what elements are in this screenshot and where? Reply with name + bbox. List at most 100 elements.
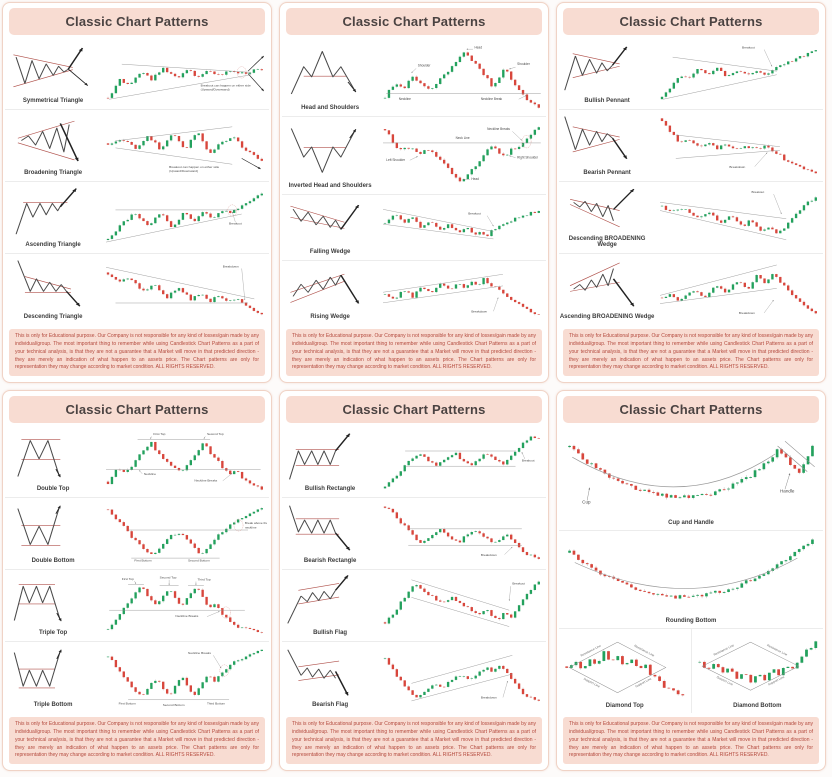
pattern-row: Bearish Rectangle Breakdown <box>282 497 546 569</box>
diamond-edge-label: Support Line <box>715 675 733 686</box>
pattern-row: Symmetrical Triangle Breakout can happen … <box>5 38 269 109</box>
pattern-sketch-cell: Descending Triangle <box>5 254 101 325</box>
chart-annotation: Breakdown <box>730 165 746 169</box>
pattern-sketch <box>290 127 357 173</box>
pattern-candle-chart <box>568 538 814 600</box>
chart-annotation: Shoulder <box>418 63 432 67</box>
pattern-sketch-cell: Bearish Rectangle <box>282 498 378 569</box>
panel-classic-chart-patterns: Classic Chart Patterns Double Top First To… <box>2 390 272 771</box>
pattern-sketch <box>17 505 61 547</box>
panel-classic-chart-patterns: Classic Chart Patterns Bullish Pennant Bre… <box>556 2 826 383</box>
pattern-sketch-cell: Bullish Flag <box>282 570 378 641</box>
pattern-chart-cell: Breakout can happen on either side (Upwar… <box>101 110 269 181</box>
pattern-row: Bullish Pennant Breakout <box>559 38 823 109</box>
pattern-candle-chart: Cup Handle <box>568 440 815 505</box>
pattern-chart-cell: Breakdown <box>378 498 546 569</box>
pattern-candle-chart: Breakdown <box>106 265 264 316</box>
chart-annotation: Breakout <box>522 459 535 463</box>
chart-annotation: Breakout can happen on either side <box>169 165 219 169</box>
pattern-sketch-cell: Inverted Head and Shoulders <box>282 117 378 195</box>
chart-annotation: Right Shoulder <box>517 155 539 159</box>
pattern-row: Head and Shoulders Shoulder Head Shoulder Ne… <box>282 38 546 116</box>
pattern-name: Symmetrical Triangle <box>22 98 84 105</box>
panel-classic-chart-patterns: Classic Chart Patterns Bullish Rectangle B… <box>279 390 549 771</box>
pattern-candle-chart: First Top Second Top Third Top Neckline Bre… <box>107 576 264 634</box>
pattern-chart-cell: Breakout <box>378 195 546 260</box>
chart-annotation: (Upward/Downward) <box>201 88 230 92</box>
pattern-sketch-cell: Head and Shoulders <box>282 38 378 116</box>
pattern-sketch-cell: Bearish Flag <box>282 642 378 713</box>
pattern-cell-diamond-bottom: Resistance Line Resistance Line Support Li… <box>690 628 824 714</box>
pattern-row: Double Bottom Break above the neckline Firs… <box>5 497 269 569</box>
panel-title: Classic Chart Patterns <box>286 396 542 423</box>
pattern-candle-chart: Shoulder Head Shoulder Neckline Neckline Bre… <box>384 45 541 109</box>
pattern-name: Diamond Top <box>605 703 644 710</box>
pattern-sketch-cell: Bullish Pennant <box>559 38 655 109</box>
diamond-edge-label: Support Line <box>767 675 785 686</box>
pattern-candle-chart: Resistance Line Resistance Line Support Li… <box>697 640 817 691</box>
pattern-row: Triple Top First Top Second Top Third Top Ne… <box>5 569 269 641</box>
pattern-row: Double Top First Top Second Top Neckline Nec… <box>5 426 269 497</box>
chart-annotation: Breakout <box>742 45 755 49</box>
pattern-row: Descending BROADENING Wedge Breakout <box>559 181 823 253</box>
disclaimer-text: This is only for Educational purpose. Ou… <box>9 717 265 764</box>
diamond-edge-label: Resistance Line <box>712 643 734 656</box>
pattern-chart-cell: Breakout <box>101 182 269 253</box>
pattern-name: Ascending BROADENING Wedge <box>559 314 655 321</box>
panel-title: Classic Chart Patterns <box>286 8 542 35</box>
pattern-row: Rounding Bottom <box>559 530 823 627</box>
pattern-name: Double Bottom <box>31 558 75 565</box>
pattern-candle-chart: Breakdown <box>661 118 818 174</box>
pattern-chart-cell: Breakdown <box>655 254 823 325</box>
pattern-sketch-cell: Rising Wedge <box>282 261 378 326</box>
pattern-candle-chart: Breakdown <box>383 273 541 316</box>
pattern-sketch <box>569 188 635 228</box>
chart-annotation: First Bottom <box>119 702 137 706</box>
disclaimer-text: This is only for Educational purpose. Ou… <box>286 329 542 376</box>
pattern-cell-cup-and-handle: Cup Handle Cup and Handle <box>559 426 823 530</box>
pattern-row: Bullish Rectangle Breakout <box>282 426 546 497</box>
pattern-row: Resistance Line Resistance Line Support Li… <box>559 627 824 714</box>
chart-annotation: Breakout <box>513 582 526 586</box>
disclaimer-text: This is only for Educational purpose. Ou… <box>286 717 542 764</box>
panel-title: Classic Chart Patterns <box>563 396 819 423</box>
pattern-name: Head and Shoulders <box>301 104 360 111</box>
pattern-name: Ascending Triangle <box>25 242 81 249</box>
pattern-name: Bullish Pennant <box>584 98 630 105</box>
chart-annotation: Breakout <box>752 190 765 194</box>
pattern-sketch <box>13 584 62 622</box>
chart-annotation: Second Bottom <box>163 703 185 707</box>
panel-title: Classic Chart Patterns <box>9 8 265 35</box>
chart-annotation: Head <box>475 45 483 49</box>
pattern-rows: Head and Shoulders Shoulder Head Shoulder Ne… <box>280 38 548 325</box>
pattern-candle-chart: Neckline Breaks First Bottom Second Bottom… <box>107 649 264 707</box>
pattern-row: Falling Wedge Breakout <box>282 194 546 260</box>
pattern-sketch <box>13 649 62 689</box>
pattern-sketch <box>290 51 357 95</box>
pattern-chart-cell: Breakout <box>655 38 823 109</box>
pattern-sketch <box>287 649 349 696</box>
chart-annotation: Breakout <box>468 212 481 216</box>
pattern-name: Descending BROADENING Wedge <box>568 236 646 249</box>
pattern-chart-cell: Breakdown <box>378 642 546 713</box>
pattern-sketch <box>15 188 77 235</box>
pattern-chart-cell: Shoulder Head Shoulder Neckline Neckline Bre… <box>378 38 546 116</box>
pattern-sketch <box>17 439 61 478</box>
chart-annotation: Breakdown <box>472 309 488 313</box>
pattern-sketch-cell: Ascending BROADENING Wedge <box>559 254 655 325</box>
pattern-chart-cell: Break above the neckline First Bottom Secon… <box>101 498 269 569</box>
chart-annotation: First Top <box>154 432 166 436</box>
pattern-chart-cell: Neck Line Neckline Breaks Left Shoulder Hea… <box>378 117 546 195</box>
chart-annotation: Neckline <box>144 472 156 476</box>
pattern-candle-chart: Breakout <box>384 435 541 489</box>
pattern-sketch <box>13 47 88 88</box>
pattern-row: Bullish Flag Breakout <box>282 569 546 641</box>
chart-annotation: Shoulder <box>517 62 531 66</box>
pattern-name: Descending Triangle <box>23 314 83 321</box>
pattern-sketch <box>290 273 360 304</box>
pattern-name: Bearish Pennant <box>583 170 631 177</box>
pattern-candle-chart: Breakout <box>660 190 818 241</box>
pattern-chart-cell: Breakdown <box>655 110 823 181</box>
pattern-name: Cup and Handle <box>668 520 714 527</box>
